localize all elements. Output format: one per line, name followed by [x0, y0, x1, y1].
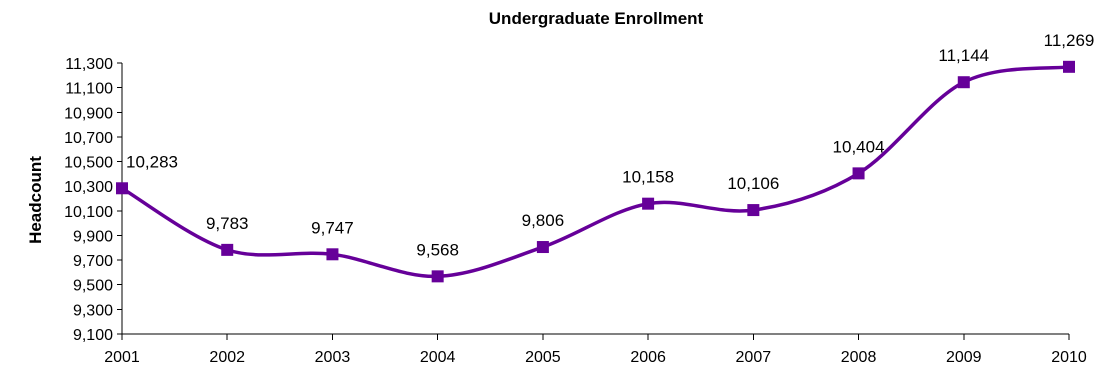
- chart-title: Undergraduate Enrollment: [489, 9, 704, 28]
- data-point-marker: [747, 204, 760, 217]
- x-tick-label: 2005: [525, 349, 561, 366]
- x-tick-label: 2008: [841, 349, 877, 366]
- x-tick-label: 2001: [104, 349, 140, 366]
- data-point-marker: [536, 241, 549, 254]
- y-tick-label: 9,300: [73, 302, 113, 319]
- data-point-marker: [852, 167, 865, 180]
- x-tick-label: 2004: [420, 349, 456, 366]
- x-tick-label: 2003: [315, 349, 351, 366]
- data-label: 11,144: [938, 46, 989, 65]
- data-label: 9,806: [522, 211, 565, 230]
- data-point-marker: [326, 248, 339, 261]
- data-label: 11,269: [1044, 31, 1095, 50]
- y-axis: 9,100 9,300 9,500 9,700 9,900 10,100 10,300 10,…: [64, 56, 123, 344]
- y-tick-label: 11,300: [65, 56, 113, 73]
- data-point-marker: [221, 243, 234, 256]
- data-label: 9,747: [311, 218, 354, 237]
- y-tick-label: 11,100: [65, 81, 113, 98]
- data-point-marker: [642, 197, 655, 210]
- data-point-marker: [957, 76, 970, 89]
- y-tick-label: 9,100: [73, 327, 113, 344]
- y-tick-label: 10,700: [64, 130, 113, 147]
- x-tick-label: 2009: [946, 349, 982, 366]
- data-label: 10,283: [126, 152, 178, 171]
- y-tick-label: 9,500: [73, 278, 113, 295]
- data-label: 10,404: [833, 137, 885, 156]
- series-group: [116, 60, 1075, 283]
- x-tick-label: 2006: [630, 349, 666, 366]
- y-axis-label: Headcount: [26, 156, 45, 244]
- data-labels: 10,283 9,783 9,747 9,568 9,806 10,158 10,106 10…: [126, 31, 1094, 260]
- data-point-marker: [1063, 60, 1075, 73]
- x-tick-label: 2002: [209, 349, 245, 366]
- y-tick-label: 10,300: [64, 179, 113, 196]
- data-label: 10,106: [727, 174, 779, 193]
- data-label: 9,568: [416, 240, 459, 259]
- y-tick-label: 9,900: [73, 228, 113, 245]
- y-tick-label: 9,700: [73, 253, 113, 270]
- y-tick-label: 10,900: [64, 105, 113, 122]
- x-axis: 2001 2002 2003 2004 2005 2006 2007 2008 2009 2010: [104, 333, 1087, 366]
- series-line: [121, 65, 1070, 279]
- data-point-marker: [431, 270, 444, 283]
- y-tick-label: 10,500: [64, 155, 113, 172]
- data-label: 9,783: [206, 214, 249, 233]
- x-tick-label: 2007: [736, 349, 772, 366]
- data-label: 10,158: [622, 168, 674, 187]
- data-point-marker: [116, 182, 128, 195]
- y-tick-label: 10,100: [64, 204, 113, 221]
- x-tick-label: 2010: [1051, 349, 1087, 366]
